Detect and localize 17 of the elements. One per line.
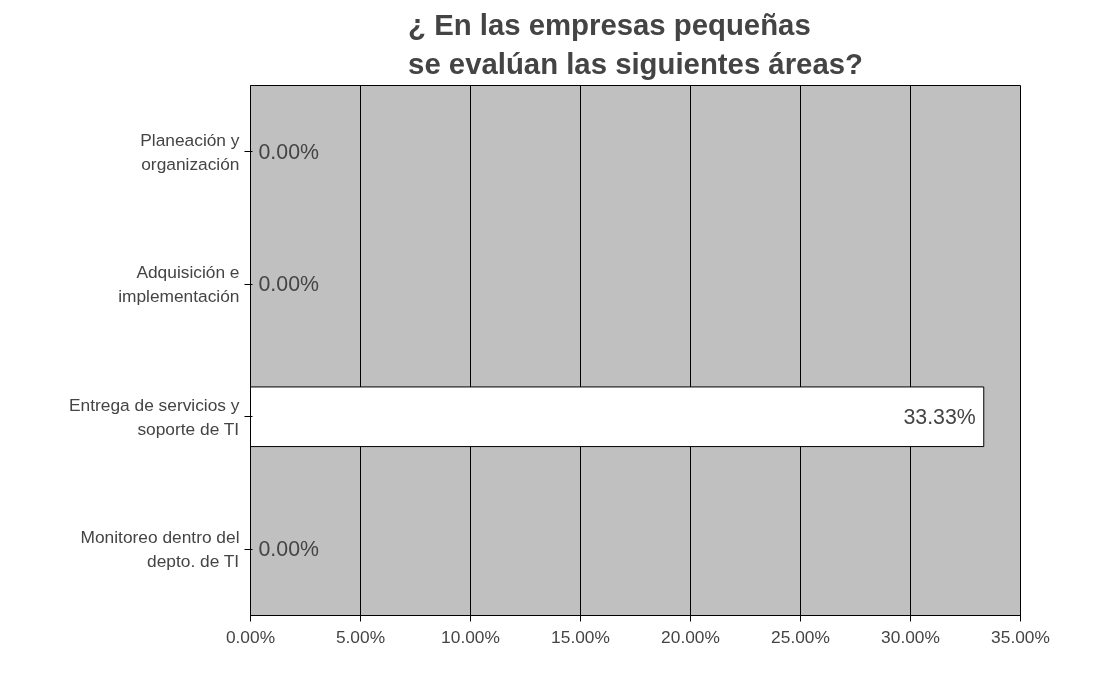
x-tick-label: 25.00% bbox=[771, 626, 830, 647]
y-tick-label: Monitoreo dentro del depto. de TI bbox=[80, 527, 240, 572]
chart-title: ¿ En las empresas pequeñas se evalúan las siguientes áreas? bbox=[408, 7, 863, 81]
x-tick-label: 20.00% bbox=[661, 626, 720, 647]
y-tick-label: Adquisición e implementación bbox=[118, 262, 240, 307]
data-label: 0.00% bbox=[258, 272, 320, 297]
data-label: 33.33% bbox=[903, 404, 976, 429]
x-tick-label: 10.00% bbox=[441, 626, 500, 647]
x-tick-label: 15.00% bbox=[551, 626, 610, 647]
y-tick-label: Entrega de servicios y soporte de TI bbox=[69, 394, 240, 439]
x-tick-label: 0.00% bbox=[225, 626, 276, 647]
x-tick-label: 35.00% bbox=[991, 626, 1050, 647]
x-tick-label: 30.00% bbox=[881, 626, 940, 647]
y-tick-label: Planeación y organización bbox=[140, 129, 240, 174]
x-tick-label: 5.00% bbox=[335, 626, 386, 647]
data-label: 0.00% bbox=[258, 139, 320, 164]
data-label: 0.00% bbox=[258, 537, 320, 562]
